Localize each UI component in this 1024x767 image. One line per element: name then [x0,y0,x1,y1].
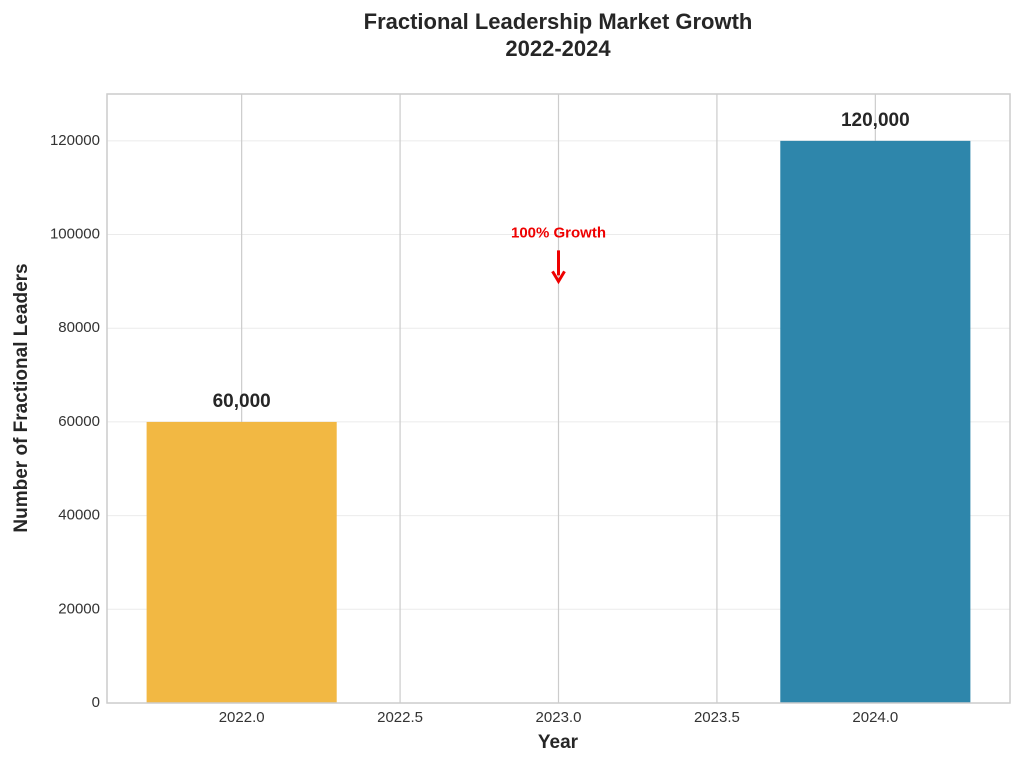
x-tick-label: 2022.0 [219,709,265,726]
y-tick-label: 60000 [58,413,100,430]
value-label: 60,000 [213,391,271,412]
annotation: 100% Growth [511,224,606,241]
bar [146,421,337,703]
y-tick-label: 20000 [58,600,100,617]
x-tick-label: 2024.0 [852,709,898,726]
x-tick-label: 2022.5 [377,709,423,726]
y-tick-label: 120000 [50,132,100,149]
x-tick-label: 2023.0 [536,709,582,726]
y-axis-label: Number of Fractional Leaders [11,263,32,532]
y-tick-label: 100000 [50,226,100,243]
y-tick-label: 80000 [58,319,100,336]
x-axis-label: Year [538,732,579,753]
annotation-arrowhead [551,270,566,285]
y-tick-label: 0 [92,694,100,711]
chart-subtitle: 2022-2024 [505,36,611,61]
plot-frame [106,93,1011,704]
chart-title: Fractional Leadership Market Growth [364,9,753,34]
x-tick-label: 2023.5 [694,709,740,726]
y-tick-label: 40000 [58,507,100,524]
bar [780,140,971,703]
value-label: 120,000 [841,110,910,131]
